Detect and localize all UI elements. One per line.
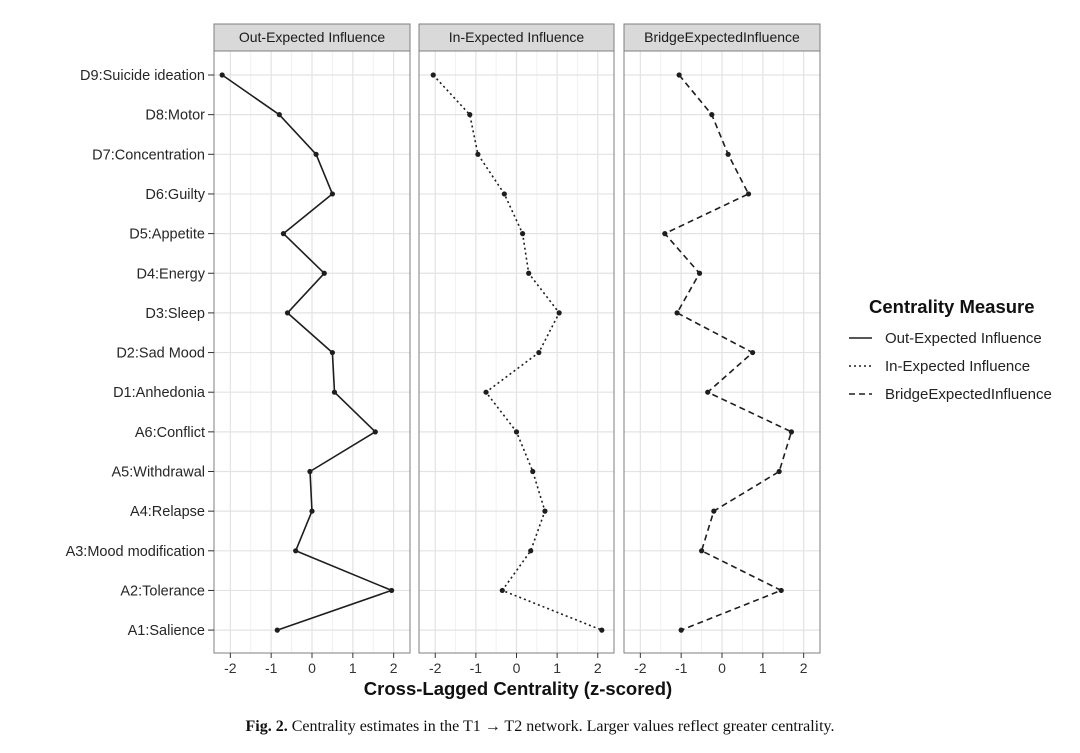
data-point bbox=[219, 72, 225, 78]
panel-strip-label: BridgeExpectedInfluence bbox=[644, 29, 800, 45]
x-tick-label: 1 bbox=[759, 660, 767, 676]
data-point bbox=[389, 587, 395, 594]
facet-panels: Out-Expected Influence-2 -1 0 1 2In-Expected… bbox=[213, 23, 821, 676]
x-tick-label: -1 bbox=[470, 660, 483, 676]
y-axis-label: D2:Sad Mood bbox=[116, 346, 205, 362]
legend-label: Out-Expected Influence bbox=[885, 330, 1042, 347]
x-tick-label: 0 bbox=[513, 660, 521, 676]
data-point bbox=[329, 191, 336, 197]
data-point bbox=[536, 349, 542, 356]
y-axis-label: A5:Withdrawal bbox=[112, 465, 205, 481]
data-point bbox=[321, 270, 327, 276]
facet-panel: In-Expected Influence -2 -1 0 1 2 bbox=[418, 23, 615, 676]
figure-caption: Fig. 2. Centrality estimates in the T1 →… bbox=[0, 718, 1080, 736]
data-point bbox=[530, 468, 536, 475]
data-point bbox=[542, 508, 548, 514]
y-axis-label: D7:Concentration bbox=[92, 147, 205, 163]
data-point bbox=[776, 468, 782, 475]
data-point bbox=[280, 231, 287, 237]
data-point bbox=[467, 112, 473, 118]
data-point bbox=[519, 231, 526, 237]
x-tick-label: 2 bbox=[800, 660, 808, 676]
data-point bbox=[309, 508, 315, 514]
facet-panel: Out-Expected Influence -2 -1 0 1 2 bbox=[213, 23, 411, 676]
panel-strip bbox=[418, 23, 615, 52]
y-axis-label: A3:Mood modification bbox=[66, 544, 205, 560]
data-point bbox=[599, 627, 605, 633]
data-point bbox=[662, 231, 668, 237]
data-point bbox=[483, 389, 489, 395]
y-axis-labels: D9:Suicide ideation D8:Motor D7:Concentrat… bbox=[66, 68, 214, 639]
panel-strip bbox=[213, 23, 411, 52]
x-tick-label: 2 bbox=[594, 660, 602, 676]
y-axis-label: D8:Motor bbox=[145, 108, 205, 124]
y-axis-label: D1:Anhedonia bbox=[113, 385, 206, 401]
data-point bbox=[725, 151, 731, 157]
y-axis-label: D9:Suicide ideation bbox=[80, 68, 205, 84]
data-point bbox=[696, 270, 703, 276]
data-point bbox=[307, 468, 313, 475]
data-point bbox=[711, 508, 717, 514]
data-point bbox=[676, 72, 682, 78]
x-tick-label: -1 bbox=[675, 660, 688, 676]
data-point bbox=[778, 587, 784, 594]
y-axis-label: D4:Energy bbox=[136, 266, 205, 282]
x-tick-label: 0 bbox=[718, 660, 726, 676]
x-tick-label: -2 bbox=[224, 660, 237, 676]
panel-strip-label: Out-Expected Influence bbox=[239, 29, 386, 45]
panel-strip bbox=[623, 23, 821, 52]
legend: Centrality Measure Out-Expected Influenc… bbox=[849, 296, 1052, 403]
y-axis-label: A6:Conflict bbox=[135, 425, 205, 441]
y-axis-label: D6:Guilty bbox=[145, 187, 205, 203]
y-axis-label: A4:Relapse bbox=[130, 504, 205, 520]
panel-strip-label: In-Expected Influence bbox=[449, 29, 585, 45]
data-point bbox=[674, 310, 680, 316]
data-point bbox=[528, 548, 534, 554]
data-point bbox=[313, 151, 319, 157]
data-point bbox=[276, 112, 282, 118]
data-point bbox=[475, 151, 481, 157]
data-point bbox=[274, 627, 280, 633]
x-axis-title: Cross-Lagged Centrality (z-scored) bbox=[364, 678, 672, 699]
x-tick-label: -1 bbox=[265, 660, 278, 676]
data-point bbox=[293, 548, 299, 554]
x-tick-label: -2 bbox=[634, 660, 647, 676]
figure-label: Fig. 2. bbox=[245, 718, 288, 735]
x-tick-label: 2 bbox=[390, 660, 398, 676]
data-point bbox=[499, 587, 505, 594]
data-point bbox=[430, 72, 436, 78]
data-point bbox=[329, 349, 336, 356]
legend-label: In-Expected Influence bbox=[885, 358, 1030, 375]
data-point bbox=[698, 548, 705, 554]
x-tick-label: 1 bbox=[553, 660, 561, 676]
data-point bbox=[513, 429, 520, 435]
x-tick-label: 0 bbox=[308, 660, 316, 676]
x-tick-label: 1 bbox=[349, 660, 357, 676]
x-tick-label: -2 bbox=[429, 660, 442, 676]
data-point bbox=[526, 270, 532, 276]
data-point bbox=[678, 627, 684, 633]
data-point bbox=[750, 349, 756, 356]
data-point bbox=[788, 429, 795, 435]
y-axis-label: D3:Sleep bbox=[145, 306, 205, 322]
data-point bbox=[284, 310, 291, 316]
facet-panel: BridgeExpectedInfluence -2 -1 0 1 2 bbox=[623, 23, 821, 676]
data-point bbox=[705, 389, 711, 395]
data-point bbox=[709, 112, 715, 118]
y-axis-label: A2:Tolerance bbox=[120, 583, 205, 599]
data-point bbox=[745, 191, 752, 197]
data-point bbox=[501, 191, 507, 197]
legend-title: Centrality Measure bbox=[869, 296, 1035, 317]
data-point bbox=[556, 310, 562, 316]
y-axis-label: D5:Appetite bbox=[129, 227, 205, 243]
figure-caption-text: Centrality estimates in the T1 → T2 netw… bbox=[291, 718, 835, 735]
data-point bbox=[372, 429, 378, 435]
y-axis-label: A1:Salience bbox=[128, 623, 205, 639]
data-point bbox=[331, 389, 338, 395]
legend-label: BridgeExpectedInfluence bbox=[885, 386, 1052, 403]
